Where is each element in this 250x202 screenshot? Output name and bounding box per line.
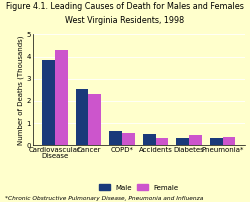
Bar [143,134,156,145]
Bar [109,132,122,145]
Text: Figure 4.1. Leading Causes of Death for Males and Females: Figure 4.1. Leading Causes of Death for … [6,2,244,11]
Bar [55,50,68,145]
Text: *Chronic Obstructive Pulmonary Disease, Pneumonia and Influenza: *Chronic Obstructive Pulmonary Disease, … [5,196,203,201]
Text: West Virginia Residents, 1998: West Virginia Residents, 1998 [66,16,184,25]
Bar [88,94,101,145]
Bar [222,137,235,145]
Bar [42,60,55,145]
Y-axis label: Number of Deaths (Thousands): Number of Deaths (Thousands) [17,35,24,145]
Legend: Male, Female: Male, Female [97,182,180,193]
Bar [156,138,168,145]
Bar [76,89,88,145]
Bar [210,138,222,145]
Bar [122,133,135,145]
Bar [189,135,202,145]
Bar [176,138,189,145]
